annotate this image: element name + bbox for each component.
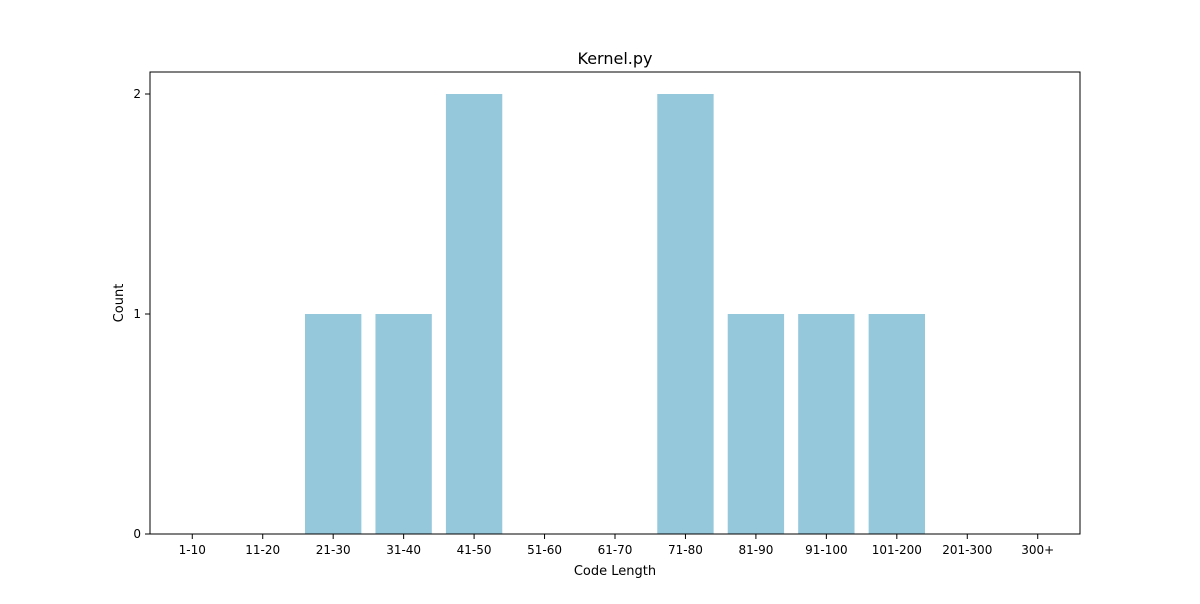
- x-tick-label: 41-50: [457, 543, 492, 557]
- x-tick-label: 201-300: [942, 543, 992, 557]
- x-tick-label: 81-90: [738, 543, 773, 557]
- y-tick-label: 1: [133, 307, 141, 321]
- y-tick-label: 2: [133, 87, 141, 101]
- x-tick-label: 91-100: [805, 543, 848, 557]
- bar-71-80: [657, 94, 714, 534]
- x-tick-label: 61-70: [598, 543, 633, 557]
- x-axis-ticks: 1-10 11-20 21-30 31-40 41-50 51-60 61-70 71-80 8…: [179, 534, 1054, 557]
- x-tick-label: 31-40: [386, 543, 421, 557]
- y-tick-label: 0: [133, 527, 141, 541]
- y-axis-label: Count: [112, 284, 127, 323]
- x-tick-label: 101-200: [872, 543, 922, 557]
- y-axis-ticks: 0 1 2: [133, 87, 150, 541]
- x-tick-label: 21-30: [316, 543, 351, 557]
- x-tick-label: 300+: [1021, 543, 1054, 557]
- bar-31-40: [375, 314, 432, 534]
- bar-81-90: [727, 314, 785, 534]
- x-axis-label: Code Length: [574, 564, 656, 579]
- x-tick-label: 71-80: [668, 543, 703, 557]
- plot-frame: [149, 71, 1081, 535]
- x-tick-label: 1-10: [179, 543, 206, 557]
- x-tick-label: 51-60: [527, 543, 562, 557]
- bars: [305, 94, 925, 534]
- x-tick-label: 11-20: [245, 543, 280, 557]
- bar-21-30: [305, 314, 362, 534]
- bar-101-200: [868, 314, 925, 534]
- chart-title: Kernel.py: [578, 49, 653, 68]
- bar-41-50: [445, 94, 503, 534]
- bar-91-100: [798, 314, 855, 534]
